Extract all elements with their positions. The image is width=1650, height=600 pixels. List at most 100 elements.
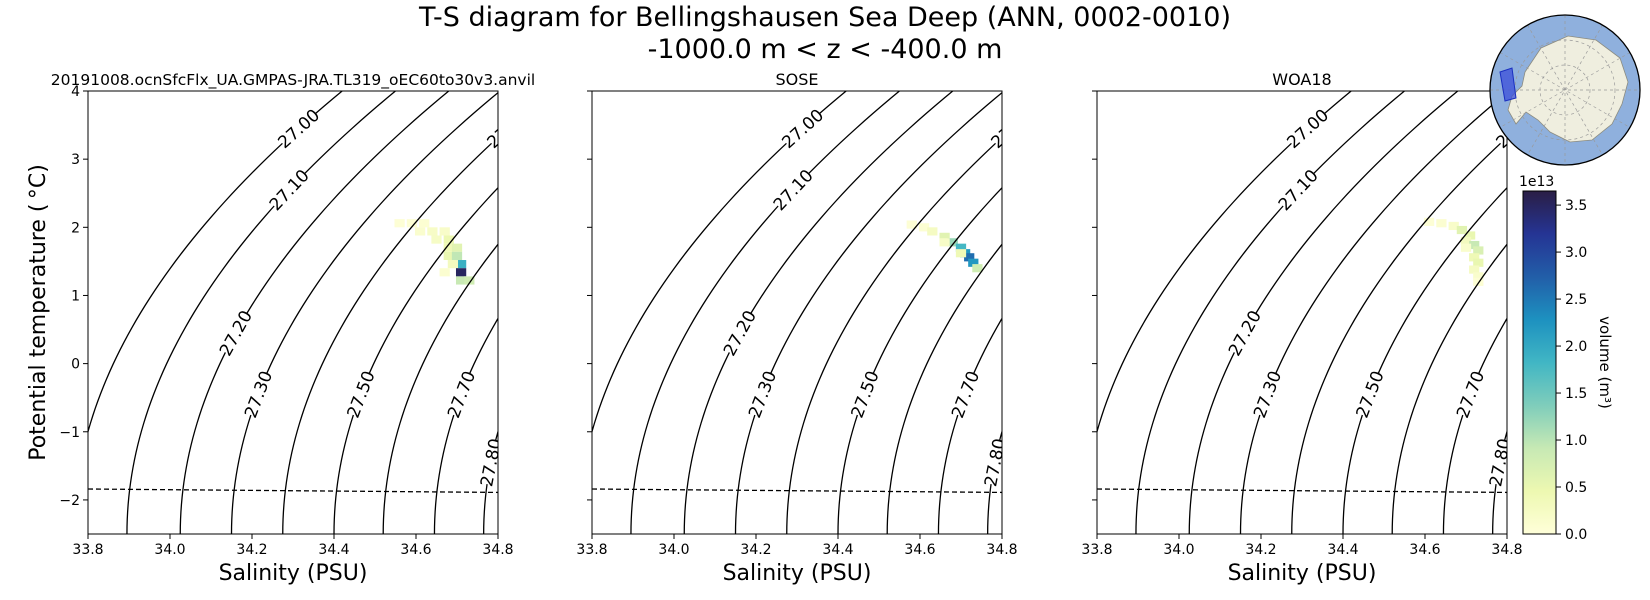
contour-label-bg: [981, 439, 1002, 486]
colorbar-tick-label: 3.0: [1565, 245, 1587, 261]
histogram-cell: [947, 238, 958, 247]
contour-label: 27.60: [1088, 106, 1138, 153]
y-tick-label: 0: [71, 357, 80, 373]
contour-label: 27.80: [1486, 437, 1515, 489]
contour-label-bg: [1045, 377, 1077, 425]
histogram-cell: [447, 260, 459, 269]
freezing-line: [1097, 488, 1507, 494]
contour-label: 27.00: [779, 105, 829, 152]
histogram-cell: [443, 243, 454, 252]
density-contour: [333, 186, 498, 534]
histogram-cell: [455, 260, 467, 269]
panel-title: SOSE: [775, 70, 818, 89]
contour-label-bg: [771, 167, 815, 212]
contour-label: 27.40: [484, 105, 534, 152]
x-axis-label: Salinity (PSU): [219, 561, 368, 586]
colorbar-tick-label: 1.5: [1565, 386, 1587, 402]
contour-label-bg: [344, 370, 377, 419]
histogram-cell: [955, 243, 967, 252]
histogram-cell: [939, 238, 950, 247]
x-tick-label: 34.2: [236, 542, 267, 558]
density-contour: [1291, 136, 1507, 534]
x-tick-label: 33.8: [72, 542, 103, 558]
axes-frame: [591, 90, 1003, 535]
histogram-cell: [1448, 221, 1459, 231]
histogram-cell: [1473, 246, 1484, 255]
density-contour: [1097, 91, 1352, 435]
map-contents: [1490, 15, 1640, 165]
antarctica-locator-map: [1489, 14, 1641, 166]
density-contour: [483, 429, 498, 534]
axes-frame: [87, 90, 499, 535]
density-contour: [580, 91, 849, 534]
contour-label-bg: [276, 107, 321, 150]
contour-label-bg: [241, 370, 275, 419]
ts-panel-1: 27.0027.1027.2027.3027.4027.5027.6027.70…: [26, 71, 849, 586]
density-contour: [1084, 91, 1353, 534]
x-tick-label: 34.2: [1245, 542, 1276, 558]
x-tick-label: 34.8: [986, 542, 1017, 558]
histogram-cell: [918, 223, 930, 232]
freezing-line: [88, 488, 498, 494]
histogram-cell: [1473, 258, 1484, 267]
density-contour: [1037, 91, 1306, 534]
colorbar-tick-label: 2.5: [1565, 292, 1587, 308]
histogram-cell: [1423, 217, 1435, 226]
histogram-cell: [451, 251, 463, 261]
x-tick-label: 34.6: [904, 542, 935, 558]
contour-label-bg: [573, 446, 598, 492]
contour-label: 27.30: [1250, 368, 1286, 421]
contour-label: 27.70: [1453, 368, 1489, 421]
density-contour: [886, 243, 1002, 534]
histogram-cell: [455, 276, 467, 285]
density-contour: [230, 91, 498, 534]
contour-label-bg: [477, 439, 498, 486]
contour-label-bg: [217, 309, 255, 357]
map-border: [1489, 14, 1641, 166]
plot-area: 27.00 27.10 27.20 27.30 27.40 27.50 27.60 27.70…: [592, 91, 1353, 534]
x-tick-label: 33.8: [576, 542, 607, 558]
contour-label-bg: [1494, 107, 1507, 150]
histogram-cell: [1436, 219, 1447, 228]
contour-label: 28.00: [1077, 444, 1105, 495]
histogram-cell: [1469, 265, 1480, 274]
histogram-cell: [906, 220, 917, 229]
y-tick-label: −2: [59, 493, 80, 509]
density-contour: [592, 91, 847, 435]
y-tick-label: 1: [71, 288, 80, 304]
contour-label-bg: [721, 309, 759, 357]
histogram-cell: [1469, 253, 1480, 262]
contour-label: 27.50: [1353, 368, 1389, 421]
contour-label: 27.10: [770, 166, 818, 215]
density-contour: [1391, 243, 1507, 534]
colorbar-tick-label: 0.5: [1565, 480, 1587, 496]
colorbar-tick-label: 0.0: [1565, 527, 1587, 543]
histogram-cell: [927, 227, 938, 236]
histogram-cell: [939, 232, 950, 241]
meridian-line: [1499, 52, 1631, 128]
histogram-cell: [414, 227, 426, 236]
contour-label: 27.00: [275, 105, 325, 152]
histogram-cell: [427, 227, 438, 236]
x-tick-label: 34.6: [400, 542, 431, 558]
colorbar-exponent: 1e13: [1519, 174, 1554, 190]
colorbar-tick-label: 2.0: [1565, 339, 1587, 355]
x-tick-label: 34.4: [1327, 542, 1358, 558]
histogram-cell: [464, 276, 475, 285]
histogram-cell: [406, 219, 418, 228]
contour-label-bg: [1486, 439, 1507, 486]
density-contour: [179, 91, 450, 534]
antarctica-landmass: [1507, 35, 1629, 143]
density-contour: [1188, 91, 1459, 534]
contour-label: 27.30: [241, 368, 277, 421]
density-contour: [837, 186, 1002, 534]
colorbar-tick-label: 1.0: [1565, 433, 1587, 449]
contour-label-bg: [1353, 370, 1386, 419]
histogram-cell: [431, 235, 442, 244]
contour-label-bg: [267, 167, 311, 212]
freezing-line: [592, 488, 1002, 494]
density-contour: [88, 91, 343, 435]
contour-label: 28.00: [573, 444, 601, 495]
figure-subtitle: -1000.0 m < z < -400.0 m: [647, 34, 1003, 65]
